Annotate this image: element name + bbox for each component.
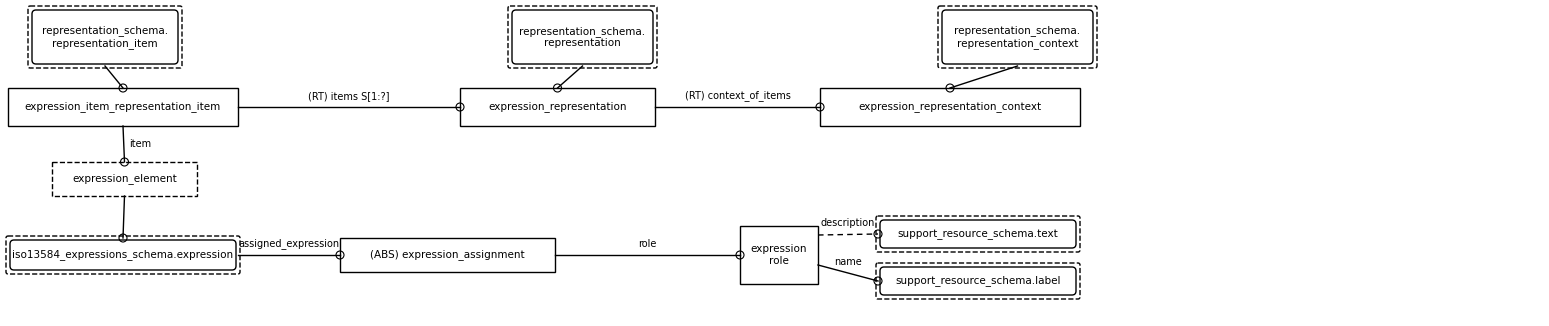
Text: support_resource_schema.text: support_resource_schema.text <box>897 229 1058 240</box>
Text: expression_representation_context: expression_representation_context <box>858 101 1041 112</box>
FancyBboxPatch shape <box>939 6 1097 68</box>
FancyBboxPatch shape <box>877 263 1080 299</box>
Text: description: description <box>821 218 875 229</box>
Text: representation_schema.
representation_item: representation_schema. representation_it… <box>42 25 167 49</box>
FancyBboxPatch shape <box>508 6 657 68</box>
Text: expression_item_representation_item: expression_item_representation_item <box>25 101 222 112</box>
Text: expression_representation: expression_representation <box>488 101 627 112</box>
Text: (RT) items S[1:?]: (RT) items S[1:?] <box>308 91 390 101</box>
Text: name: name <box>833 257 861 267</box>
Text: representation_schema.
representation: representation_schema. representation <box>519 26 646 48</box>
Text: support_resource_schema.label: support_resource_schema.label <box>895 275 1061 287</box>
FancyBboxPatch shape <box>880 220 1077 248</box>
Text: item: item <box>129 139 150 149</box>
Text: assigned_expression: assigned_expression <box>239 238 339 249</box>
FancyBboxPatch shape <box>33 10 178 64</box>
FancyBboxPatch shape <box>28 6 181 68</box>
Text: expression
role: expression role <box>751 244 807 266</box>
Text: role: role <box>638 239 657 249</box>
Text: iso13584_expressions_schema.expression: iso13584_expressions_schema.expression <box>12 249 234 260</box>
FancyBboxPatch shape <box>880 267 1077 295</box>
FancyBboxPatch shape <box>877 216 1080 252</box>
Bar <box>740 226 818 284</box>
Bar <box>819 88 1080 126</box>
FancyBboxPatch shape <box>9 240 235 270</box>
Text: expression_element: expression_element <box>73 173 177 185</box>
Bar <box>53 162 197 196</box>
Bar <box>460 88 655 126</box>
FancyBboxPatch shape <box>6 236 240 274</box>
Text: (RT) context_of_items: (RT) context_of_items <box>685 90 790 101</box>
FancyBboxPatch shape <box>942 10 1094 64</box>
Text: (ABS) expression_assignment: (ABS) expression_assignment <box>370 249 525 260</box>
Bar <box>8 88 239 126</box>
FancyBboxPatch shape <box>513 10 654 64</box>
Text: representation_schema.
representation_context: representation_schema. representation_co… <box>954 25 1081 49</box>
Bar <box>339 238 555 272</box>
